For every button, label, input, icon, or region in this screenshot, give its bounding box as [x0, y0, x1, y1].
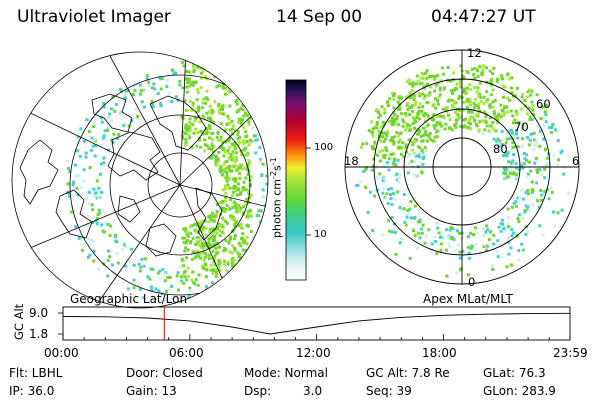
param-dsp-label: Dsp: [244, 384, 272, 398]
timeline-left-label: Geographic Lat/Lon [70, 292, 188, 306]
polar-auroral-oval [354, 64, 570, 279]
param-seq: Seq: 39 [366, 384, 412, 398]
mlat-label-70: 70 [514, 120, 529, 134]
geo-earth-limb [11, 51, 269, 309]
observation-date: 14 Sep 00 [276, 7, 363, 27]
x-tick-2359: 23:59 [553, 346, 588, 360]
y-tick-1-8: 1.8 [29, 327, 49, 341]
x-tick-1200: 12:00 [296, 346, 331, 360]
x-tick-0600: 06:00 [169, 346, 204, 360]
polar-mlt-image [344, 49, 580, 285]
x-tick-1800: 18:00 [422, 346, 457, 360]
param-gc-alt: GC Alt: 7.8 Re [366, 366, 450, 380]
mlat-label-60: 60 [536, 97, 551, 111]
param-glon: GLon: 283.9 [483, 384, 556, 398]
timeline-right-label: Apex MLat/MLT [423, 292, 513, 306]
observation-time: 04:47:27 UT [431, 7, 536, 27]
param-mode: Mode: Normal [244, 366, 328, 380]
coastlines [19, 93, 223, 257]
colorbar-label-10: 10 [314, 229, 327, 240]
param-glat: GLat: 76.3 [483, 366, 546, 380]
colorbar [285, 79, 307, 281]
param-door: Door: Closed [126, 366, 203, 380]
mlt-label-12: 12 [467, 46, 482, 60]
mlt-label-0: 0 [468, 275, 476, 289]
colorbar-unit: photon cm-2s-1 [269, 157, 284, 238]
mlt-label-6: 6 [572, 154, 580, 168]
param-filter: Flt: LBHL [9, 366, 63, 380]
geographic-image [11, 51, 269, 309]
param-gain: Gain: 13 [126, 384, 177, 398]
altitude-curve [62, 312, 570, 335]
timeline-axis-label: GC Alt [12, 303, 26, 340]
param-dsp-value: 3.0 [303, 384, 323, 398]
mlt-label-18: 18 [344, 154, 359, 168]
mlat-label-80: 80 [493, 142, 508, 156]
x-tick-0000: 00:00 [44, 346, 79, 360]
y-tick-9: 9.0 [29, 306, 49, 320]
param-ip: IP: 36.0 [9, 384, 55, 398]
instrument-title: Ultraviolet Imager [17, 7, 171, 27]
timeline-panel [58, 306, 571, 341]
polar-grid [344, 49, 580, 285]
timeline-x-ticks [62, 334, 571, 340]
colorbar-label-100: 100 [314, 142, 334, 153]
